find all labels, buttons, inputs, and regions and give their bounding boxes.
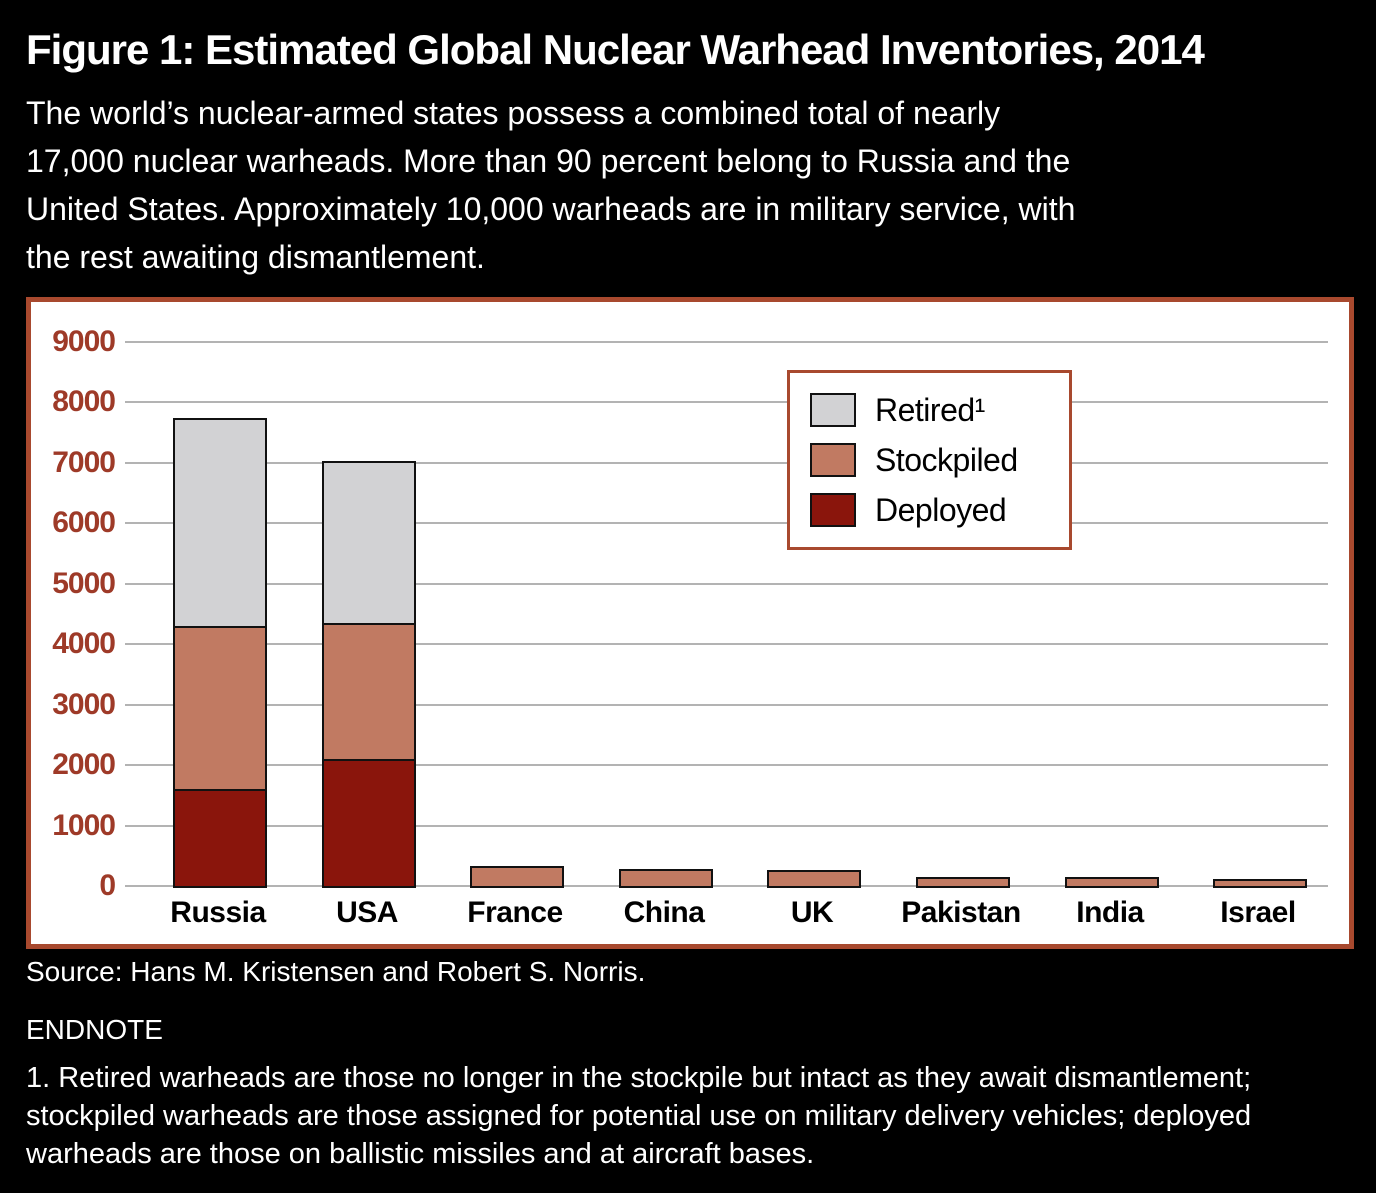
chart-legend: Retired¹ Stockpiled Deployed	[787, 370, 1072, 550]
gridline-1000	[125, 824, 1328, 827]
source-note: Source: Hans M. Kristensen and Robert S.…	[26, 956, 646, 987]
legend-label-deployed: Deployed	[875, 491, 1007, 528]
bar-segment-retired	[324, 463, 414, 623]
x-axis-label-russia: Russia	[170, 896, 266, 929]
gridline-7000	[125, 461, 1328, 464]
gridline-4000	[125, 643, 1328, 646]
y-axis-label-0: 0	[99, 869, 116, 902]
y-axis-label-4000: 4000	[52, 627, 116, 661]
bar-russia	[173, 418, 267, 888]
bar-usa	[322, 461, 416, 888]
x-axis-label-israel: Israel	[1220, 896, 1296, 929]
x-axis-label-uk: UK	[790, 896, 834, 929]
legend-swatch-stockpiled	[810, 443, 856, 477]
y-axis-label-6000: 6000	[52, 506, 116, 540]
gridline-8000	[125, 401, 1328, 404]
plot-area: 9000 8000 7000 6000 5000 4000 3000 2000 1000 0 Rus…	[31, 302, 1349, 944]
gridline-6000	[125, 522, 1328, 525]
bar-segment-stockpiled	[918, 879, 1008, 886]
x-axis-label-china: China	[623, 896, 705, 929]
gridline-3000	[125, 703, 1328, 706]
bar-segment-stockpiled	[175, 626, 265, 789]
bar-uk	[767, 870, 861, 888]
figure-title: Figure 1: Estimated Global Nuclear Warhe…	[26, 26, 1205, 73]
y-axis-label-7000: 7000	[52, 445, 116, 479]
bar-india	[1065, 877, 1159, 888]
bar-segment-deployed	[324, 759, 414, 886]
gridline-9000	[125, 341, 1328, 343]
bar-segment-stockpiled	[621, 871, 711, 886]
legend-swatch-deployed	[810, 493, 856, 527]
bar-china	[619, 869, 713, 888]
legend-label-stockpiled: Stockpiled	[875, 441, 1018, 478]
x-axis-label-usa: USA	[336, 896, 398, 929]
y-axis-label-3000: 3000	[52, 687, 116, 721]
bar-france	[470, 866, 564, 888]
gridline-0	[125, 885, 1328, 887]
bar-segment-deployed	[175, 789, 265, 886]
legend-row-deployed: Deployed	[810, 485, 1069, 535]
bar-segment-stockpiled	[769, 872, 859, 886]
bar-segment-stockpiled	[324, 623, 414, 759]
bar-segment-retired	[175, 420, 265, 626]
y-axis-label-8000: 8000	[52, 385, 116, 419]
bar-segment-stockpiled	[1215, 881, 1305, 886]
chart-panel: 9000 8000 7000 6000 5000 4000 3000 2000 1000 0 Rus…	[26, 297, 1354, 949]
figure-subtitle: The world’s nuclear-armed states possess…	[26, 95, 1076, 275]
y-axis-label-2000: 2000	[52, 748, 116, 782]
y-axis-label-9000: 9000	[52, 325, 116, 358]
y-axis-label-5000: 5000	[52, 566, 116, 600]
bar-pakistan	[916, 877, 1010, 888]
legend-row-stockpiled: Stockpiled	[810, 435, 1069, 485]
endnote-heading: ENDNOTE	[26, 1014, 163, 1045]
bar-segment-stockpiled	[472, 868, 562, 886]
legend-swatch-retired	[810, 393, 856, 427]
gridline-5000	[125, 582, 1328, 585]
y-axis-label-1000: 1000	[52, 808, 116, 842]
x-axis-label-france: France	[467, 896, 563, 929]
x-axis-label-pakistan: Pakistan	[901, 896, 1021, 929]
bar-israel	[1213, 879, 1307, 888]
x-axis-label-india: India	[1076, 896, 1144, 929]
legend-label-retired: Retired¹	[875, 391, 985, 428]
bar-segment-stockpiled	[1067, 879, 1157, 886]
gridline-2000	[125, 764, 1328, 767]
legend-row-retired: Retired¹	[810, 385, 1069, 435]
endnote-text: 1. Retired warheads are those no longer …	[26, 1062, 1252, 1170]
